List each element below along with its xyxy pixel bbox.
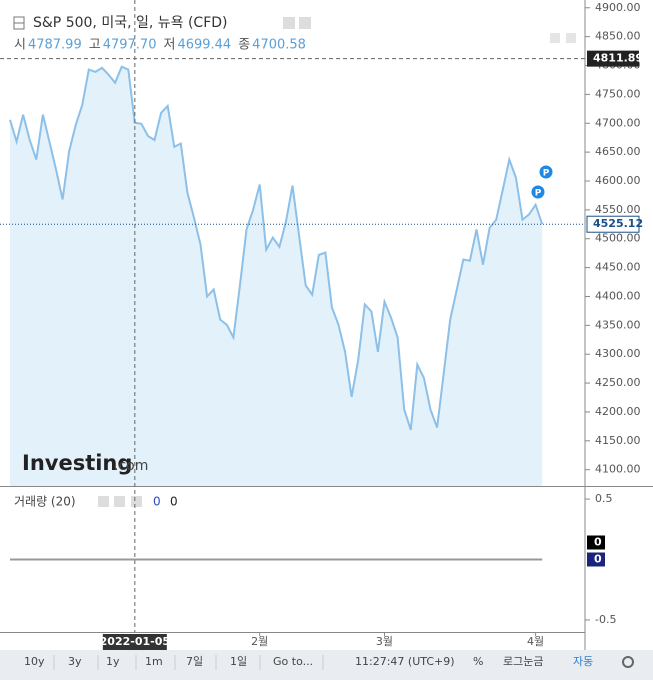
y-tick-label: 4700.00 — [595, 116, 641, 129]
chart-title: S&P 500, 미국, 일, 뉴욕 (CFD) — [33, 15, 228, 31]
settings-icon[interactable] — [98, 496, 109, 507]
ohlc-key: 종 — [238, 38, 250, 53]
crosshair-date-box — [102, 634, 167, 650]
y-tick-label: 4600.00 — [595, 174, 641, 187]
ohlc-key: 고 — [89, 38, 101, 53]
toolbar-button[interactable]: 1y — [106, 655, 120, 668]
marker-label: P — [535, 189, 542, 199]
watermark: .com — [114, 458, 148, 474]
area — [10, 66, 543, 486]
toolbar-button[interactable]: % — [473, 655, 483, 668]
pane-icon[interactable] — [566, 33, 576, 43]
y-tick-label: 4300.00 — [595, 347, 641, 360]
watermark: Investing — [22, 451, 132, 475]
settings-icon[interactable] — [114, 496, 125, 507]
y-tick-label: 4100.00 — [595, 463, 641, 476]
close-icon[interactable] — [131, 496, 142, 507]
gear-icon[interactable] — [622, 656, 634, 668]
y-tick-label: 4250.00 — [595, 376, 641, 389]
pane-icon[interactable] — [550, 33, 560, 43]
settings-icon[interactable] — [299, 17, 311, 29]
toolbar-button[interactable]: 자동 — [573, 655, 593, 668]
crosshair-box — [587, 50, 639, 67]
ohlc-key: 저 — [163, 38, 175, 53]
volume-value: 0 — [170, 495, 178, 509]
toolbar-button[interactable]: 1m — [145, 655, 163, 668]
x-tick-label: 2월 — [251, 635, 268, 648]
x-tick-label: 3월 — [376, 635, 393, 648]
y-tick-label: 4500.00 — [595, 232, 641, 245]
y-tick-label: 4650.00 — [595, 145, 641, 158]
last-price-box — [586, 215, 640, 233]
toolbar-button[interactable]: Go to... — [273, 655, 313, 668]
volume-box — [587, 535, 605, 550]
plot — [9, 65, 544, 486]
x-tick-label: 4월 — [527, 635, 544, 648]
line — [9, 65, 544, 431]
toolbar-button[interactable]: 1일 — [230, 654, 247, 668]
y2-tick-label: 0.5 — [595, 492, 613, 505]
toolbar-button[interactable]: 3y — [68, 655, 82, 668]
toolbar-button[interactable]: 10y — [24, 655, 45, 668]
volume-title: 거래량 (20) — [14, 495, 76, 509]
y-tick-label: 4750.00 — [595, 87, 641, 100]
y-tick-label: 4150.00 — [595, 434, 641, 447]
crosshair-label: 4811.89 — [593, 52, 643, 65]
y-tick-label: 4850.00 — [595, 30, 641, 43]
toolbar — [0, 650, 653, 680]
last-price-label: 4525.12 — [593, 217, 643, 230]
toolbar-button[interactable]: 로그눈금 — [503, 655, 543, 668]
volume-box-label: 0 — [594, 553, 602, 566]
marker[interactable] — [530, 184, 546, 200]
clock: 11:27:47 (UTC+9) — [355, 655, 455, 668]
y-tick-label: 4900.00 — [595, 1, 641, 14]
y2-tick-label: -0.5 — [595, 613, 616, 626]
volume-box-label: 0 — [594, 536, 602, 549]
y-tick-label: 4450.00 — [595, 261, 641, 274]
x-tick-label: 2022-01-05 — [100, 635, 170, 648]
ohlc-key: 시 — [14, 38, 26, 53]
ohlc-value: 4797.70 — [103, 38, 157, 53]
marker[interactable] — [538, 164, 554, 180]
y-tick-label: 4400.00 — [595, 289, 641, 302]
ohlc-value: 4787.99 — [28, 38, 82, 53]
y-tick-label: 4550.00 — [595, 203, 641, 216]
volume-value: 0 — [153, 495, 161, 509]
volume-box — [587, 552, 605, 567]
marker-label: P — [543, 169, 550, 179]
ohlc-value: 4700.58 — [252, 38, 306, 53]
toolbar-button[interactable]: 7일 — [186, 654, 203, 668]
ohlc-value: 4699.44 — [177, 38, 231, 53]
settings-icon[interactable] — [283, 17, 295, 29]
y-tick-label: 4200.00 — [595, 405, 641, 418]
y-tick-label: 4350.00 — [595, 318, 641, 331]
